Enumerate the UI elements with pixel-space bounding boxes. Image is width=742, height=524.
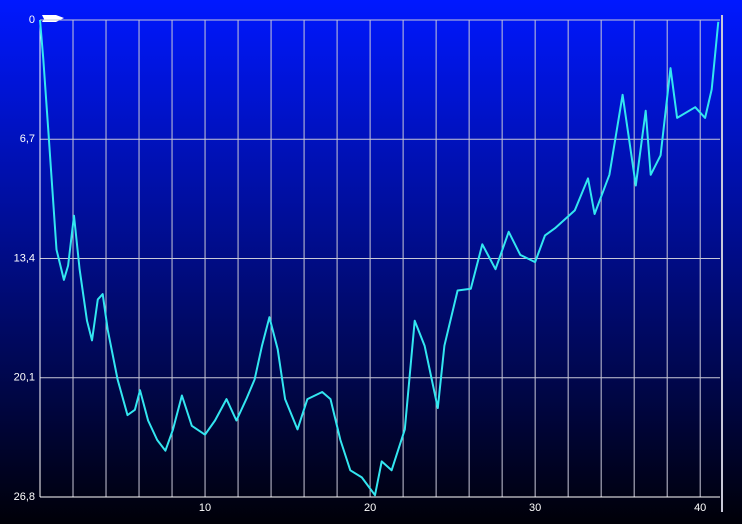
x-tick-label: 30 (529, 502, 541, 514)
y-tick-label: 20,1 (14, 372, 35, 384)
y-tick-label: 6,7 (20, 133, 35, 145)
y-tick-label: 26,8 (14, 491, 35, 503)
depth-line (39, 19, 720, 497)
x-tick-label: 20 (364, 502, 376, 514)
y-tick-label: 13,4 (14, 252, 35, 264)
y-tick-label: 0 (29, 14, 35, 26)
x-tick-label: 40 (694, 502, 706, 514)
x-tick-label: 10 (199, 502, 211, 514)
